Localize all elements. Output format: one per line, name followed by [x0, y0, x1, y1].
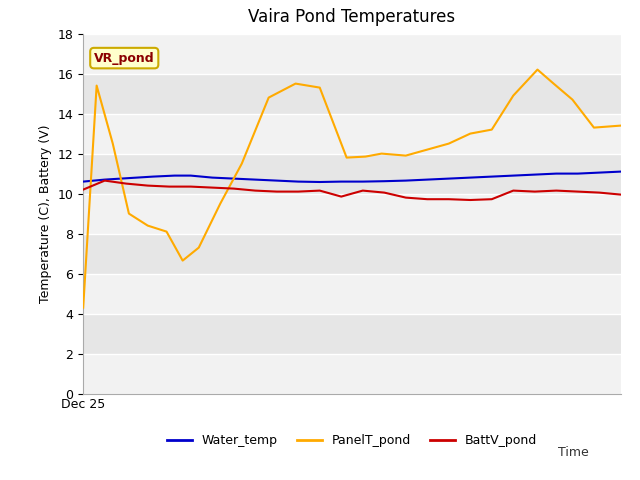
Bar	[83, 34, 621, 73]
Bar	[83, 274, 621, 313]
Bar	[83, 313, 621, 354]
Text: VR_pond: VR_pond	[94, 51, 155, 65]
Legend: Water_temp, PanelT_pond, BattV_pond: Water_temp, PanelT_pond, BattV_pond	[162, 429, 542, 452]
Y-axis label: Temperature (C), Battery (V): Temperature (C), Battery (V)	[39, 124, 52, 303]
Bar	[83, 114, 621, 154]
Bar	[83, 73, 621, 114]
Title: Vaira Pond Temperatures: Vaira Pond Temperatures	[248, 9, 456, 26]
Bar	[83, 354, 621, 394]
Bar	[83, 193, 621, 234]
Text: Time: Time	[558, 446, 589, 459]
Bar	[83, 154, 621, 193]
Bar	[83, 234, 621, 274]
